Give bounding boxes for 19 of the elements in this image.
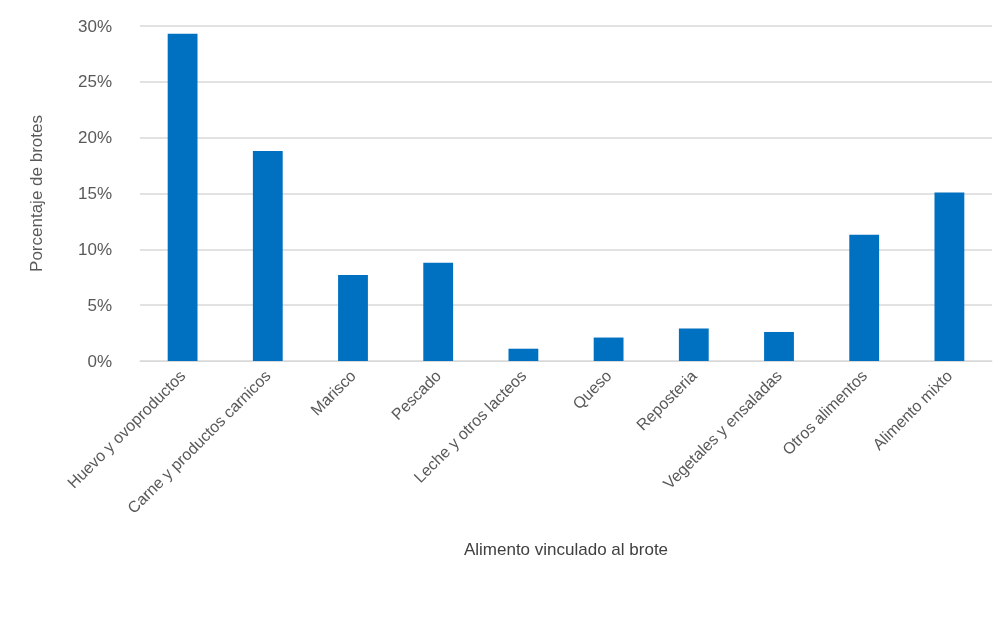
bar xyxy=(934,192,965,361)
y-axis-title: Porcentaje de brotes xyxy=(27,115,46,272)
bar xyxy=(423,262,454,361)
y-tick-label: 5% xyxy=(87,295,112,315)
y-tick-label: 25% xyxy=(77,72,112,92)
y-tick-label: 10% xyxy=(77,239,112,259)
bar xyxy=(593,337,624,361)
bar xyxy=(167,33,198,361)
bar xyxy=(849,234,880,361)
y-tick-label: 20% xyxy=(77,128,112,148)
y-tick-label: 0% xyxy=(87,351,112,371)
y-tick-label: 30% xyxy=(77,16,112,36)
bar xyxy=(678,328,709,361)
y-tick-label: 15% xyxy=(77,184,112,203)
bar xyxy=(764,331,794,361)
bar xyxy=(252,151,283,361)
bar xyxy=(508,348,539,361)
x-axis-title: Alimento vinculado al brote xyxy=(463,540,669,559)
bar xyxy=(338,275,368,361)
